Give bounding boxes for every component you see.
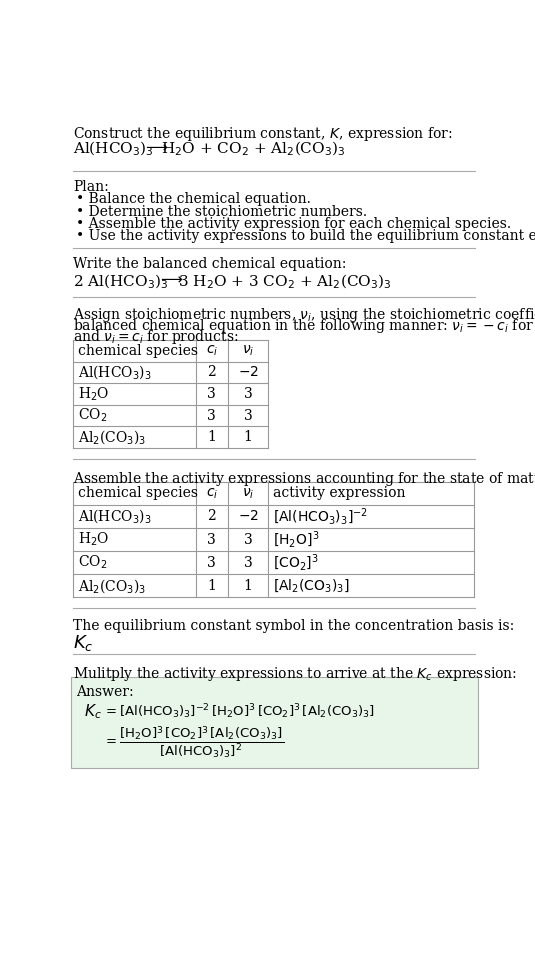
Text: Al(HCO$_3$)$_3$: Al(HCO$_3$)$_3$ bbox=[78, 363, 151, 382]
Text: Plan:: Plan: bbox=[73, 180, 109, 194]
Text: CO$_2$: CO$_2$ bbox=[78, 407, 107, 425]
Text: 1: 1 bbox=[244, 579, 253, 593]
Text: $= \dfrac{[\mathrm{H_2O}]^3\,[\mathrm{CO_2}]^3\,[\mathrm{Al_2(CO_3)_3}]}{[\mathr: $= \dfrac{[\mathrm{H_2O}]^3\,[\mathrm{CO… bbox=[103, 726, 284, 761]
Text: • Assemble the activity expression for each chemical species.: • Assemble the activity expression for e… bbox=[76, 217, 511, 231]
Text: 3: 3 bbox=[244, 532, 253, 547]
Text: • Determine the stoichiometric numbers.: • Determine the stoichiometric numbers. bbox=[76, 205, 368, 219]
Text: Al(HCO$_3$)$_3$: Al(HCO$_3$)$_3$ bbox=[78, 507, 151, 526]
Text: $-2$: $-2$ bbox=[238, 509, 259, 524]
Text: $= [\mathrm{Al(HCO_3)_3}]^{-2}\,[\mathrm{H_2O}]^3\,[\mathrm{CO_2}]^3\,[\mathrm{A: $= [\mathrm{Al(HCO_3)_3}]^{-2}\,[\mathrm… bbox=[103, 702, 374, 721]
Text: CO$_2$: CO$_2$ bbox=[78, 554, 107, 572]
Text: Mulitply the activity expressions to arrive at the $K_c$ expression:: Mulitply the activity expressions to arr… bbox=[73, 665, 517, 683]
Text: Al(HCO$_3$)$_3$: Al(HCO$_3$)$_3$ bbox=[73, 140, 154, 159]
Text: 3: 3 bbox=[244, 408, 253, 423]
Text: chemical species: chemical species bbox=[78, 486, 198, 501]
Text: $[\mathrm{CO_2}]^3$: $[\mathrm{CO_2}]^3$ bbox=[273, 553, 319, 573]
Text: $\longrightarrow$: $\longrightarrow$ bbox=[158, 272, 185, 286]
Text: 1: 1 bbox=[208, 431, 216, 444]
Text: H$_2$O + CO$_2$ + Al$_2$(CO$_3$)$_3$: H$_2$O + CO$_2$ + Al$_2$(CO$_3$)$_3$ bbox=[162, 140, 346, 159]
Text: balanced chemical equation in the following manner: $\nu_i = -c_i$ for reactants: balanced chemical equation in the follow… bbox=[73, 317, 535, 335]
Text: Write the balanced chemical equation:: Write the balanced chemical equation: bbox=[73, 257, 347, 271]
Text: $K_c$: $K_c$ bbox=[73, 632, 94, 653]
Text: $\nu_i$: $\nu_i$ bbox=[242, 486, 255, 501]
Text: $\longrightarrow$: $\longrightarrow$ bbox=[143, 140, 169, 154]
Text: 3: 3 bbox=[244, 387, 253, 401]
Text: • Balance the chemical equation.: • Balance the chemical equation. bbox=[76, 192, 311, 207]
Text: H$_2$O: H$_2$O bbox=[78, 530, 109, 549]
Text: 3: 3 bbox=[208, 532, 216, 547]
Text: 3: 3 bbox=[208, 387, 216, 401]
FancyBboxPatch shape bbox=[71, 678, 478, 768]
Text: 3 H$_2$O + 3 CO$_2$ + Al$_2$(CO$_3$)$_3$: 3 H$_2$O + 3 CO$_2$ + Al$_2$(CO$_3$)$_3$ bbox=[179, 272, 392, 291]
Text: 2: 2 bbox=[208, 509, 216, 524]
Text: $\nu_i$: $\nu_i$ bbox=[242, 344, 255, 358]
Text: 2: 2 bbox=[208, 365, 216, 380]
Text: activity expression: activity expression bbox=[273, 486, 406, 501]
Text: Assign stoichiometric numbers, $\nu_i$, using the stoichiometric coefficients, $: Assign stoichiometric numbers, $\nu_i$, … bbox=[73, 307, 535, 324]
Text: $K_c$: $K_c$ bbox=[84, 702, 102, 721]
Text: 1: 1 bbox=[208, 579, 216, 593]
Text: 3: 3 bbox=[208, 408, 216, 423]
Text: 2 Al(HCO$_3$)$_3$: 2 Al(HCO$_3$)$_3$ bbox=[73, 272, 169, 291]
Text: $c_i$: $c_i$ bbox=[205, 486, 218, 501]
Text: $c_i$: $c_i$ bbox=[205, 344, 218, 358]
Text: Al$_2$(CO$_3$)$_3$: Al$_2$(CO$_3$)$_3$ bbox=[78, 577, 146, 595]
Text: $[\mathrm{H_2O}]^3$: $[\mathrm{H_2O}]^3$ bbox=[273, 530, 319, 550]
Text: $[\mathrm{Al_2(CO_3)_3}]$: $[\mathrm{Al_2(CO_3)_3}]$ bbox=[273, 578, 350, 594]
Text: The equilibrium constant symbol in the concentration basis is:: The equilibrium constant symbol in the c… bbox=[73, 619, 514, 633]
Text: Assemble the activity expressions accounting for the state of matter and $\nu_i$: Assemble the activity expressions accoun… bbox=[73, 470, 535, 487]
Text: Construct the equilibrium constant, $K$, expression for:: Construct the equilibrium constant, $K$,… bbox=[73, 125, 453, 142]
Text: 3: 3 bbox=[244, 555, 253, 570]
Text: Al$_2$(CO$_3$)$_3$: Al$_2$(CO$_3$)$_3$ bbox=[78, 429, 146, 446]
Text: chemical species: chemical species bbox=[78, 344, 198, 357]
Text: 1: 1 bbox=[244, 431, 253, 444]
Text: 3: 3 bbox=[208, 555, 216, 570]
Text: H$_2$O: H$_2$O bbox=[78, 385, 109, 403]
Text: $[\mathrm{Al(HCO_3)_3}]^{-2}$: $[\mathrm{Al(HCO_3)_3}]^{-2}$ bbox=[273, 506, 368, 527]
Text: Answer:: Answer: bbox=[76, 685, 134, 699]
Text: $-2$: $-2$ bbox=[238, 365, 259, 380]
Text: and $\nu_i = c_i$ for products:: and $\nu_i = c_i$ for products: bbox=[73, 328, 239, 346]
Text: • Use the activity expressions to build the equilibrium constant expression.: • Use the activity expressions to build … bbox=[76, 230, 535, 243]
